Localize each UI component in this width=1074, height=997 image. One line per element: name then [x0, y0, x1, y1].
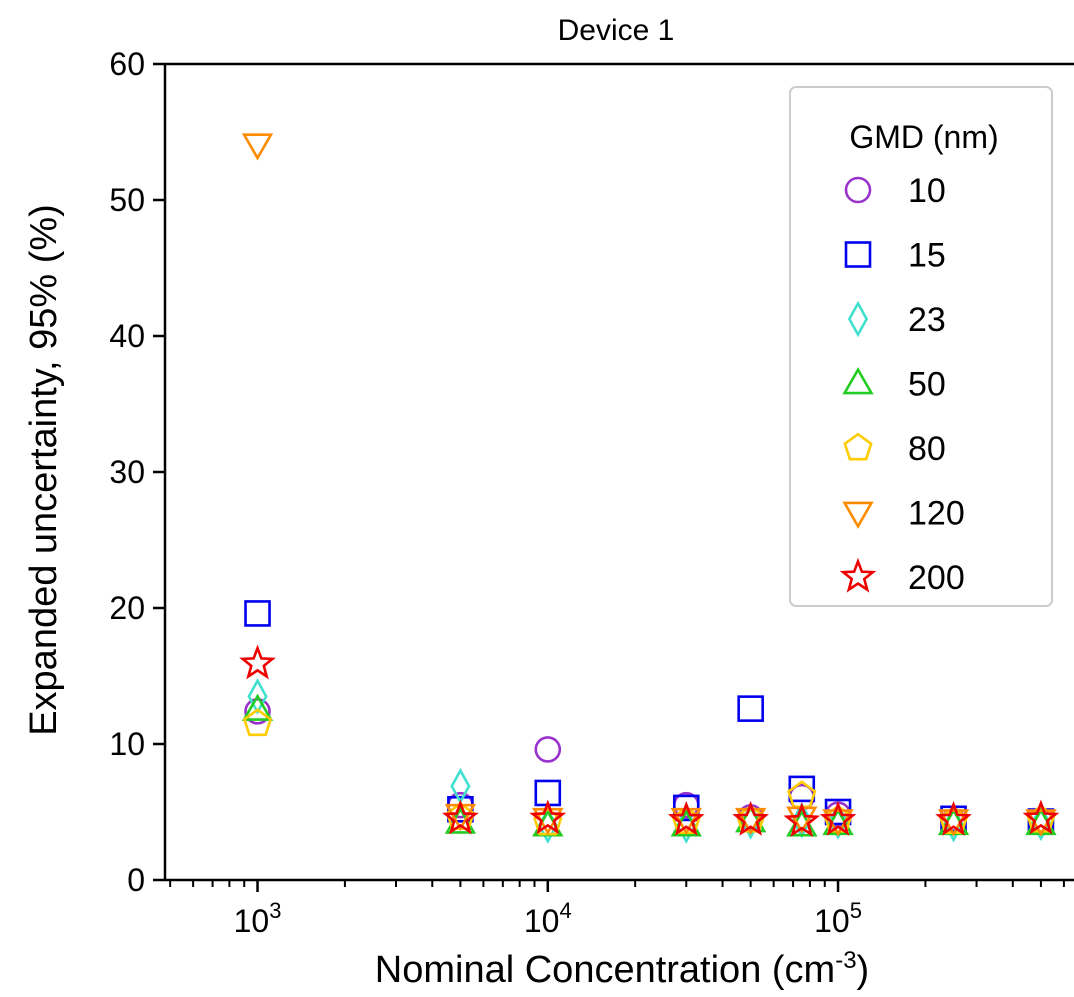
legend-marker-50	[842, 367, 874, 395]
y-tick-label: 0	[127, 862, 145, 898]
legend-label: 15	[908, 237, 946, 275]
plot-marks	[239, 133, 1060, 844]
legend-marker-200	[839, 557, 877, 593]
y-axis: 0 10 20 30 40 50 60	[109, 46, 165, 898]
legend-marker-15	[844, 241, 872, 268]
data-point	[667, 800, 705, 836]
legend-marker-10	[844, 176, 872, 204]
legend: GMD (nm) 10 15 23 50 80 120 200	[789, 86, 1053, 607]
legend-label: 23	[908, 301, 946, 339]
data-point	[241, 693, 274, 721]
series-50	[241, 693, 1057, 837]
series-200	[239, 644, 1060, 838]
x-tick-label: 103	[234, 898, 282, 939]
legend-label: 10	[908, 172, 946, 210]
legend-label: 80	[908, 430, 946, 468]
y-tick-label: 30	[109, 454, 145, 490]
data-point	[783, 802, 821, 838]
data-point	[244, 698, 271, 725]
y-axis-label: Expanded uncertainty, 95% (%)	[23, 204, 65, 736]
x-axis: 103 104 105	[169, 880, 1065, 939]
chart-title: Device 1	[558, 14, 675, 47]
legend-marker-120	[842, 501, 874, 529]
legend-label: 50	[908, 366, 946, 404]
series-80	[242, 708, 1056, 836]
data-point	[242, 708, 273, 737]
data-point	[788, 775, 816, 803]
legend-label: 200	[908, 559, 965, 597]
legend-title: GMD (nm)	[849, 119, 998, 155]
y-tick-label: 40	[109, 318, 145, 354]
y-tick-label: 20	[109, 590, 145, 626]
data-point	[732, 800, 769, 836]
data-point	[1022, 799, 1060, 835]
data-point	[737, 695, 764, 722]
data-point	[534, 736, 562, 763]
data-point	[239, 644, 276, 680]
x-axis-label: Nominal Concentration (cm-3)	[375, 947, 869, 991]
x-tick-label: 104	[524, 898, 572, 939]
y-tick-label: 10	[109, 726, 145, 762]
series-10	[244, 698, 1055, 835]
data-point	[1030, 804, 1052, 842]
legend-label: 120	[908, 495, 965, 533]
data-point	[819, 800, 857, 836]
legend-marker-80	[843, 432, 873, 461]
y-tick-label: 50	[109, 182, 145, 218]
data-point	[529, 799, 567, 835]
data-point	[247, 678, 268, 715]
data-point	[935, 800, 972, 836]
data-point	[442, 799, 479, 835]
series-15	[244, 600, 1055, 835]
y-tick-label: 60	[109, 46, 145, 82]
x-tick-label: 105	[814, 898, 862, 939]
series-23	[247, 678, 1052, 844]
data-point	[244, 600, 271, 627]
legend-marker-23	[847, 300, 869, 338]
data-point	[827, 803, 849, 840]
data-point	[241, 133, 274, 161]
legend-frame	[789, 86, 1053, 607]
